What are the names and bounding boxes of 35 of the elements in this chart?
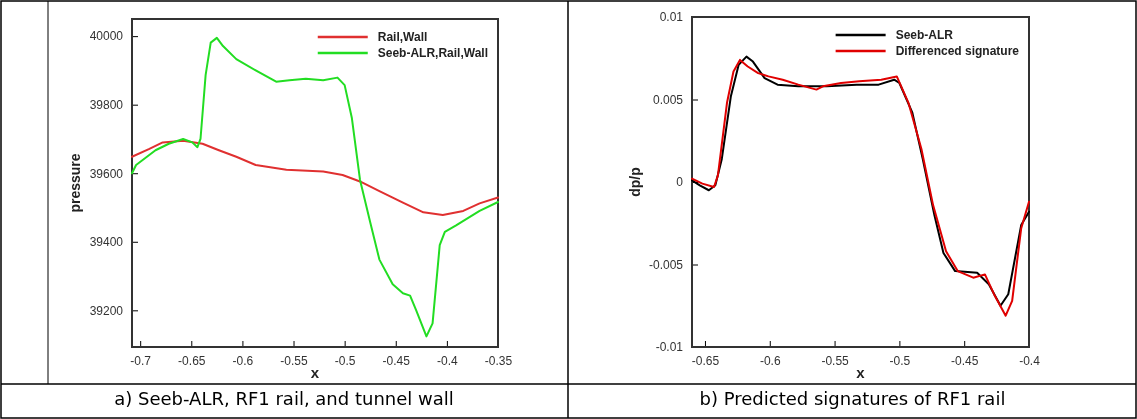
x-axis-title: x [856,364,866,381]
y-tick-label: 39200 [89,303,124,318]
text: a) Seeb-ALR, RF1 rail, and tunnel wall [113,388,455,409]
x-tick-label: -0.35 [484,353,513,368]
y-tick-label: 0 [676,175,684,190]
legend-label: Seeb-ALR [895,28,954,42]
x-tick-label: -0.65 [178,353,206,368]
y-axis-title: pressure [67,153,83,213]
y-tick-label: 0.01 [659,10,684,25]
x-tick-label: -0.5 [889,353,911,368]
x-tick-label: -0.4 [437,353,459,368]
legend-label: Differenced signature [895,44,1020,58]
y-tick-label: 0.005 [652,92,684,107]
x-tick-label: -0.6 [232,353,254,368]
y-tick-label: 39800 [89,98,124,113]
x-tick-label: -0.5 [334,353,356,368]
x-axis-title: x [310,364,320,381]
x-tick-label: -0.6 [759,353,781,368]
y-axis-title: dp/p [627,167,643,197]
x-tick-label: -0.4 [1019,353,1041,368]
text: b) Predicted signatures of RF1 rail [698,388,1007,409]
y-tick-label: 39400 [89,235,124,250]
y-tick-label: 40000 [89,29,124,44]
x-tick-label: -0.55 [280,353,309,368]
line-series [131,139,499,217]
legend-label: Rail,Wall [377,30,428,44]
x-tick-label: -0.45 [382,353,411,368]
x-tick-label: -0.7 [130,353,152,368]
x-tick-label: -0.65 [691,353,720,368]
y-tick-label: -0.005 [648,257,684,272]
x-tick-label: -0.45 [951,353,979,368]
x-tick-label: -0.55 [821,353,850,368]
y-tick-label: -0.01 [655,340,684,355]
y-tick-label: 39600 [89,166,124,181]
legend-label: Seeb-ALR,Rail,Wall [377,46,488,60]
